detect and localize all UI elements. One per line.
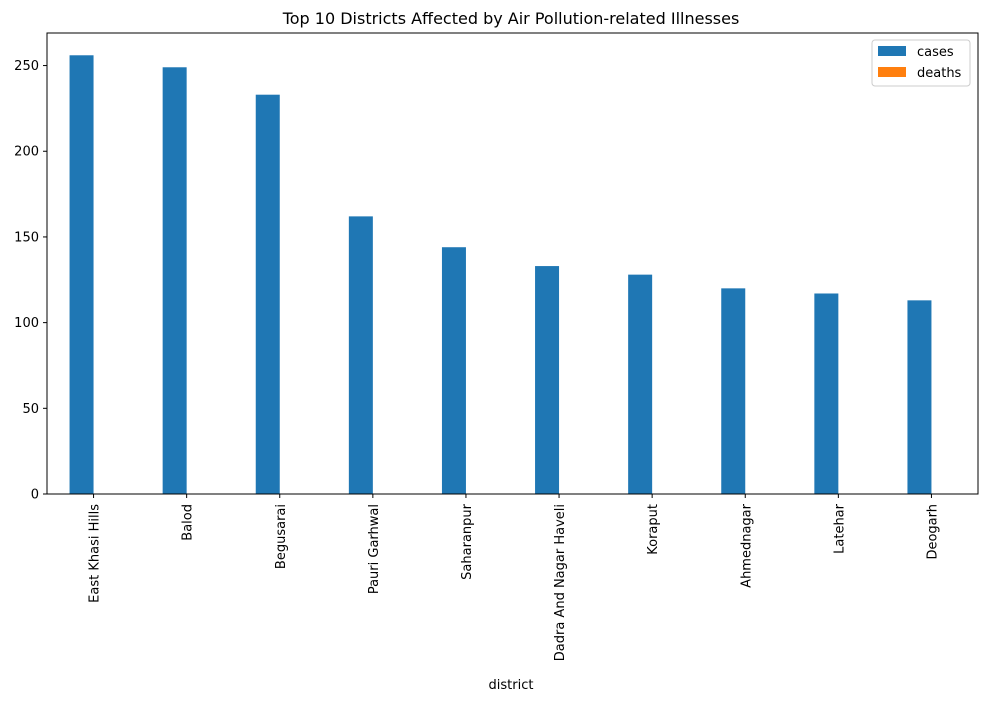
legend-swatch-deaths — [878, 67, 906, 77]
bar-cases-8 — [814, 293, 839, 494]
bar-cases-9 — [907, 300, 932, 494]
plot-frame — [46, 32, 979, 495]
x-tick-label: Deogarh — [925, 504, 940, 560]
y-tick-label: 100 — [14, 316, 39, 331]
y-tick-label: 250 — [14, 59, 39, 74]
x-axis: East Khasi Hills Balod Begusarai Pauri Garh… — [88, 494, 940, 661]
bar-cases-4 — [441, 247, 466, 494]
x-tick-label: Balod — [181, 504, 196, 541]
bar-cases-3 — [348, 216, 373, 494]
y-axis: 0 50 100 150 200 250 — [14, 59, 47, 503]
y-tick-label: 150 — [14, 230, 39, 245]
bar-cases-2 — [255, 94, 280, 495]
y-tick-label: 50 — [22, 402, 39, 417]
x-tick-label: Koraput — [646, 504, 661, 555]
y-tick-label: 200 — [14, 145, 39, 160]
x-tick-label: East Khasi Hills — [88, 504, 103, 603]
x-axis-label: district — [489, 678, 534, 693]
bar-cases-0 — [69, 55, 94, 494]
chart-title: Top 10 Districts Affected by Air Polluti… — [282, 9, 740, 28]
x-tick-label: Pauri Garhwal — [367, 504, 382, 594]
bar-cases-1 — [162, 67, 187, 495]
bar-cases-5 — [535, 266, 560, 494]
x-tick-label: Begusarai — [274, 504, 289, 569]
y-tick-label: 0 — [31, 488, 39, 503]
legend-label-cases: cases — [917, 45, 954, 60]
bar-cases-7 — [721, 288, 746, 494]
x-tick-label: Saharanpur — [460, 503, 475, 579]
x-tick-label: Dadra And Nagar Haveli — [553, 504, 568, 661]
x-tick-label: Latehar — [832, 503, 847, 554]
legend-swatch-cases — [878, 46, 906, 56]
legend: cases deaths — [871, 39, 971, 87]
bars-layer — [69, 55, 932, 495]
x-tick-label: Ahmednagar — [739, 503, 754, 587]
legend-label-deaths: deaths — [917, 66, 962, 81]
bar-cases-6 — [628, 274, 653, 494]
